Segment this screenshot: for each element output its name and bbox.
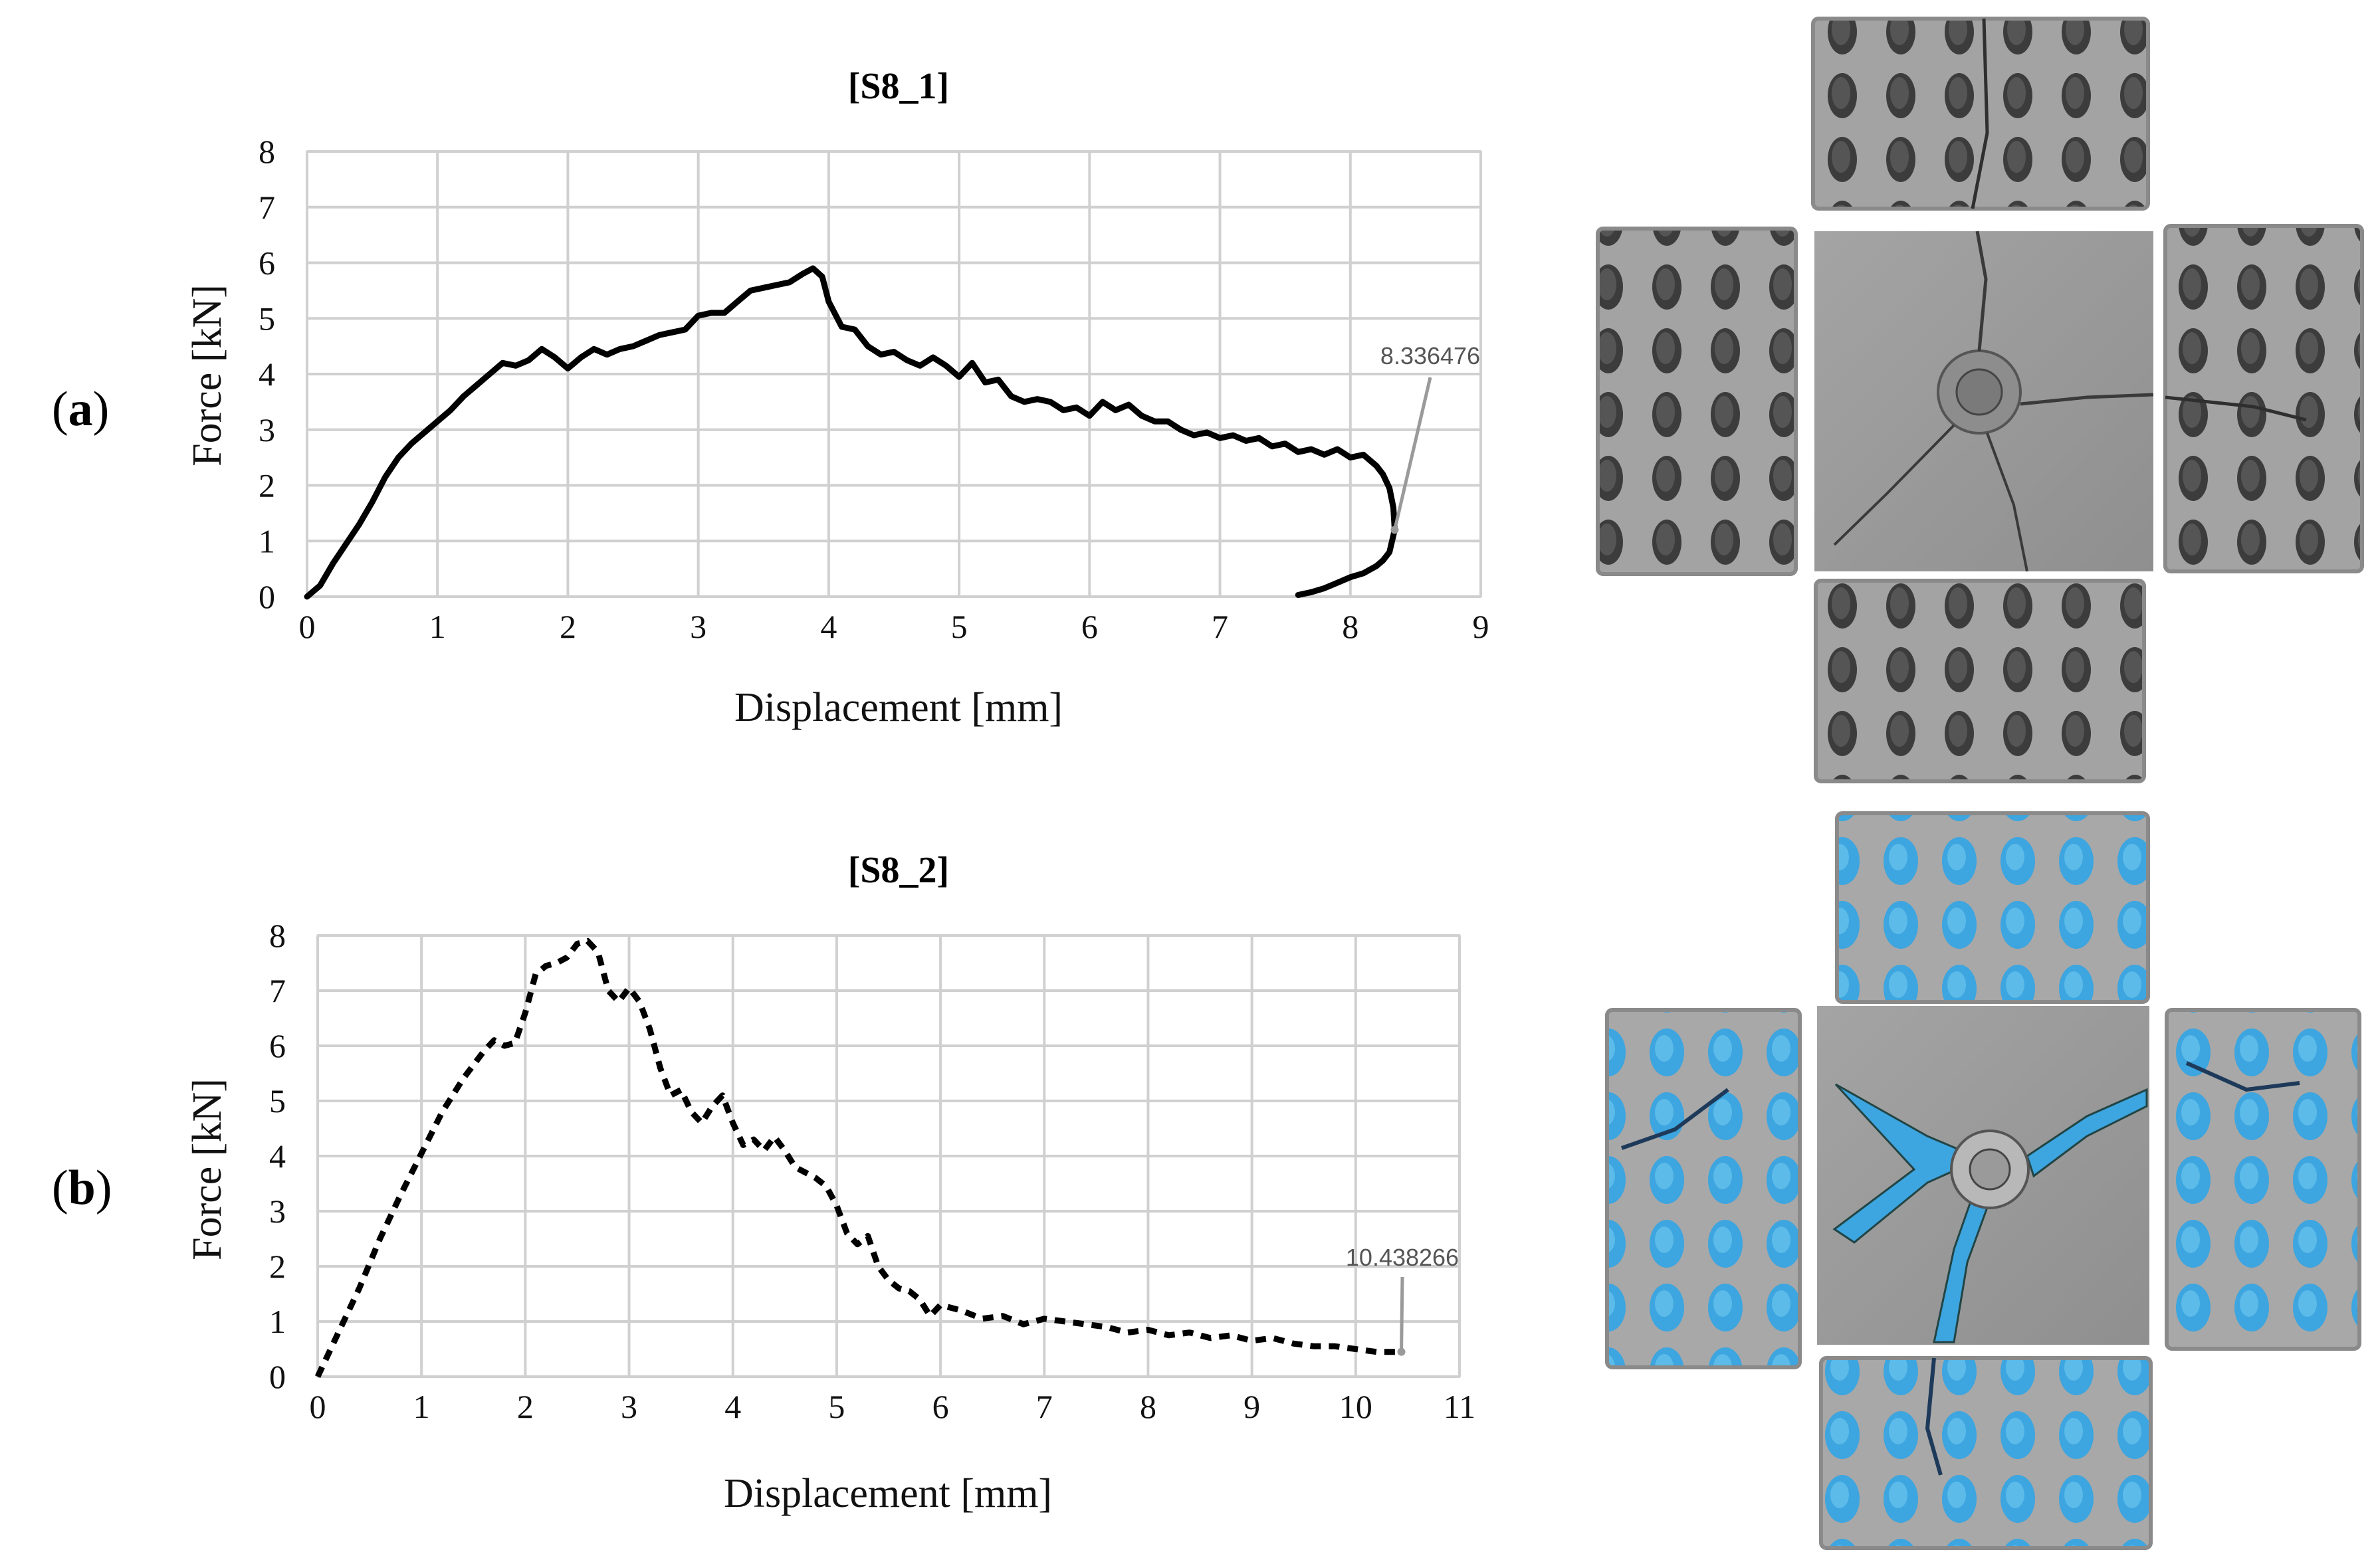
x-tick-label: 3: [690, 608, 706, 645]
panel-b-close: ): [96, 1161, 112, 1215]
y-tick-label: 7: [259, 189, 275, 226]
y-tick-label: 6: [259, 245, 275, 282]
x-tick-label: 1: [413, 1388, 430, 1425]
x-tick-label: 5: [828, 1388, 845, 1425]
x-tick-label: 2: [560, 608, 576, 645]
chart-ticks: 0 1 2 3 4 5 6 7 8 9 0 1 2 3 4 5 6 7 8: [259, 133, 1489, 645]
annotation-label: 8.336476: [1380, 342, 1480, 369]
x-tick-label: 11: [1444, 1388, 1475, 1425]
x-tick-label: 4: [820, 608, 837, 645]
x-tick-label: 1: [429, 608, 446, 645]
y-tick-label: 7: [269, 972, 286, 1009]
y-tick-label: 4: [269, 1137, 286, 1175]
y-tick-label: 4: [259, 355, 275, 393]
annotation-label: 10.438266: [1346, 1244, 1459, 1271]
side-panel-left: [1596, 227, 1798, 576]
specimen-photo-a: [1596, 17, 2364, 783]
x-tick-label: 8: [1342, 608, 1358, 645]
y-tick-label: 5: [269, 1082, 286, 1120]
y-tick-label: 8: [259, 133, 275, 170]
y-tick-label: 8: [269, 917, 286, 954]
side-panel-left: [1605, 1008, 1802, 1369]
x-tick-label: 7: [1036, 1388, 1053, 1425]
x-tick-label: 9: [1243, 1388, 1260, 1425]
side-panel-right: [2163, 224, 2364, 573]
y-tick-label: 5: [259, 300, 275, 337]
chart-marks: [314, 937, 1406, 1378]
annotation-point: [1397, 1347, 1406, 1356]
y-tick-label: 3: [269, 1193, 286, 1230]
x-axis-label: Displacement [mm]: [724, 1471, 1052, 1516]
side-panel-bottom: [1814, 579, 2146, 783]
x-axis-label: Displacement [mm]: [734, 685, 1063, 730]
x-tick-label: 0: [310, 1388, 326, 1425]
panel-a-letter: a: [68, 382, 93, 437]
y-tick-label: 2: [269, 1248, 286, 1285]
side-panel-top: [1835, 811, 2150, 1004]
chart-s8-2: [S8_2] 0 1 2 3 4 5 6 7 8 9 10 11 0 1 2 3 4 5 6 7 8 Displacem…: [185, 850, 1475, 1516]
y-tick-label: 2: [259, 467, 275, 504]
y-tick-label: 1: [269, 1303, 286, 1340]
panel-b-open: (: [52, 1161, 68, 1215]
chart-title: [S8_2]: [848, 850, 949, 891]
y-tick-label: 1: [259, 522, 275, 559]
series-line: [304, 265, 1398, 600]
annotation-leader: [1393, 377, 1432, 531]
x-tick-label: 7: [1212, 608, 1228, 645]
y-axis-label: Force [kN]: [185, 284, 230, 466]
y-tick-label: 0: [259, 578, 275, 615]
x-tick-label: 6: [932, 1388, 949, 1425]
side-panel-bottom: [1819, 1356, 2153, 1550]
panel-label-a: (a): [52, 382, 109, 437]
annotation-point: [1390, 526, 1399, 534]
series-line: [314, 937, 1402, 1378]
y-tick-label: 0: [269, 1358, 286, 1395]
x-tick-label: 10: [1339, 1388, 1372, 1425]
side-panel-right: [2165, 1008, 2361, 1351]
x-tick-label: 6: [1081, 608, 1098, 645]
x-tick-label: 4: [724, 1388, 741, 1425]
y-axis-label: Force [kN]: [185, 1078, 230, 1260]
center-plate: [1817, 1006, 2149, 1345]
x-tick-label: 2: [517, 1388, 534, 1425]
y-tick-label: 3: [259, 411, 275, 448]
panel-label-b: (b): [52, 1161, 112, 1215]
specimen-photo-b: [1605, 811, 2361, 1550]
panel-a-open: (: [52, 382, 68, 437]
panel-b-letter: b: [68, 1161, 96, 1215]
chart-grid: [306, 150, 1482, 598]
chart-s8-1: [S8_1] 0 1 2 3 4 5 6 7 8 9 0 1 2 3 4 5 6 7 8 Displacement …: [185, 66, 1489, 730]
x-tick-label: 8: [1140, 1388, 1156, 1425]
y-tick-label: 6: [269, 1027, 286, 1064]
side-panel-top: [1811, 17, 2150, 211]
panel-a-close: ): [93, 382, 110, 437]
chart-grid: [316, 934, 1461, 1378]
x-tick-label: 0: [299, 608, 316, 645]
x-tick-label: 3: [621, 1388, 637, 1425]
chart-title: [S8_1]: [848, 66, 949, 107]
x-tick-label: 9: [1473, 608, 1489, 645]
center-plate: [1814, 231, 2154, 572]
chart-marks: [304, 265, 1432, 600]
chart-ticks: 0 1 2 3 4 5 6 7 8 9 10 11 0 1 2 3 4 5 6 7 8: [269, 917, 1475, 1425]
x-tick-label: 5: [951, 608, 968, 645]
